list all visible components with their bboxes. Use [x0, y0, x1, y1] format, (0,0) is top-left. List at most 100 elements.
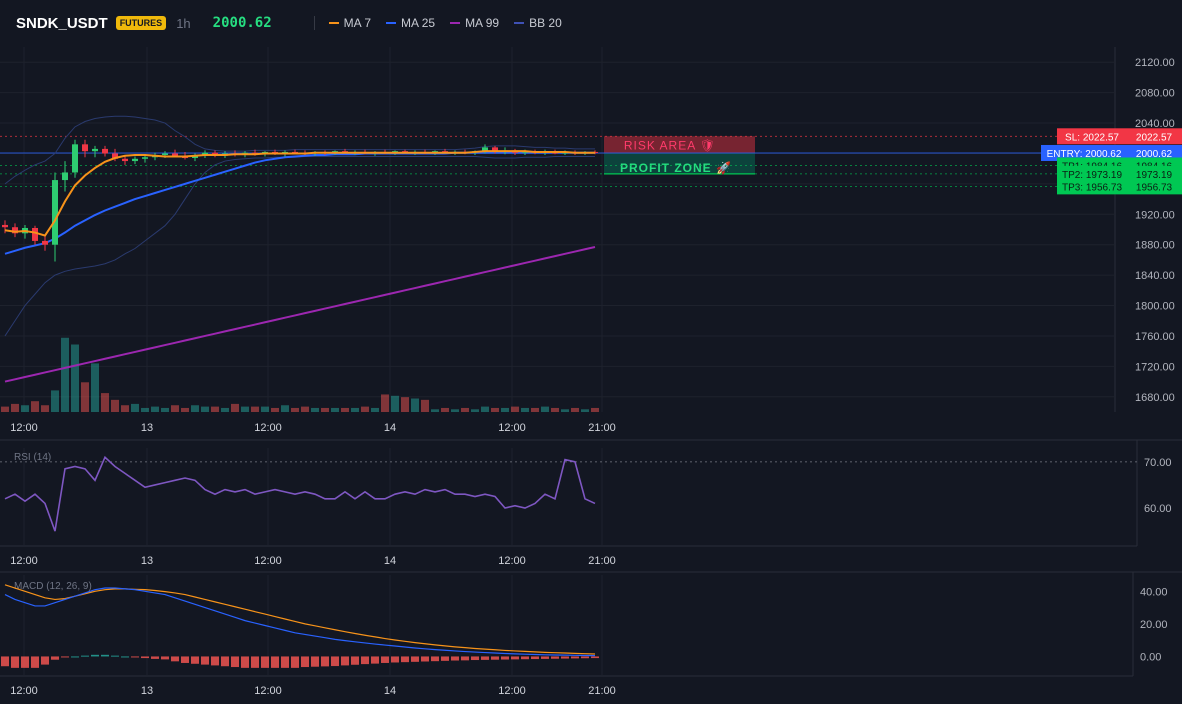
- ma25-line: [4, 151, 595, 255]
- macd-histogram-bar: [211, 656, 219, 666]
- macd-histogram-bar: [241, 656, 249, 668]
- macd-histogram-bar: [481, 656, 489, 660]
- macd-histogram-bar: [501, 656, 509, 660]
- macd-histogram-bar: [101, 654, 109, 657]
- volume-bar: [211, 406, 219, 412]
- candle-body: [172, 153, 178, 156]
- price-tick-label: 1880.00: [1135, 240, 1175, 252]
- macd-histogram-bar: [171, 656, 179, 662]
- legend-ma25[interactable]: MA 25: [386, 16, 435, 30]
- volume-bar: [51, 390, 59, 412]
- candle-body: [2, 224, 8, 228]
- macd-histogram-bar: [151, 656, 159, 659]
- ma99-line: [4, 246, 596, 383]
- volume-bar: [71, 344, 79, 412]
- time-tick-label: 12:00: [254, 555, 282, 567]
- macd-histogram-bar: [161, 656, 169, 660]
- volume-bar: [121, 405, 129, 412]
- price-tick-label: 1720.00: [1135, 361, 1175, 373]
- volume-bar: [541, 406, 549, 412]
- macd-histogram-bar: [341, 656, 349, 666]
- volume-bar: [391, 395, 399, 412]
- time-tick-label: 13: [141, 685, 153, 697]
- candle-body: [112, 153, 118, 159]
- ma25-swatch: [386, 22, 397, 24]
- volume-bar: [441, 407, 449, 412]
- volume-bar: [91, 363, 99, 412]
- candle-body: [142, 157, 148, 159]
- time-tick-label: 12:00: [10, 422, 38, 434]
- symbol-label[interactable]: SNDK_USDT: [16, 14, 108, 32]
- candle-body: [202, 152, 208, 155]
- price-tick-label: 1800.00: [1135, 301, 1175, 313]
- price-tick-label: 2120.00: [1135, 57, 1175, 69]
- volume-bar: [491, 407, 499, 412]
- macd-histogram-bar: [591, 656, 599, 659]
- level-price-tag: [1127, 144, 1182, 161]
- macd-histogram-bar: [61, 656, 69, 658]
- volume-bar: [411, 398, 419, 412]
- level-price-tag: [1127, 165, 1182, 182]
- legend-ma7-label: MA 7: [343, 16, 372, 30]
- time-tick-label: 14: [384, 685, 396, 697]
- rsi-tick-label: 60.00: [1144, 503, 1172, 515]
- level-tag-entry: [1041, 144, 1127, 161]
- price-tick-label: 2080.00: [1135, 88, 1175, 100]
- price-tick-label: 1920.00: [1135, 209, 1175, 221]
- legend-ma99[interactable]: MA 99: [450, 16, 499, 30]
- volume-bar: [171, 405, 179, 412]
- bb-upper-line: [4, 115, 595, 185]
- time-tick-label: 12:00: [498, 422, 526, 434]
- volume-bar: [231, 403, 239, 412]
- candle-body: [12, 227, 18, 234]
- price-tick-label: 2040.00: [1135, 118, 1175, 130]
- macd-histogram-bar: [271, 656, 279, 668]
- macd-histogram-bar: [1, 656, 9, 667]
- candle-body: [92, 148, 98, 152]
- macd-histogram-bar: [141, 656, 149, 659]
- volume-bar: [471, 409, 479, 412]
- macd-histogram-bar: [21, 656, 29, 668]
- macd-histogram-bar: [321, 656, 329, 667]
- ma99-swatch: [450, 22, 461, 24]
- volume-bar: [1, 406, 9, 412]
- volume-bar: [451, 409, 459, 412]
- price-tick-label: 1760.00: [1135, 331, 1175, 343]
- time-tick-label: 12:00: [254, 422, 282, 434]
- macd-histogram-bar: [311, 656, 319, 667]
- bb20-swatch: [514, 22, 525, 24]
- macd-histogram-bar: [411, 656, 419, 662]
- volume-bar: [461, 407, 469, 412]
- macd-histogram-bar: [361, 656, 369, 665]
- macd-histogram-bar: [551, 656, 559, 659]
- volume-bar: [321, 407, 329, 412]
- legend-ma25-label: MA 25: [401, 16, 436, 30]
- macd-histogram-bar: [371, 656, 379, 664]
- volume-bar: [431, 409, 439, 412]
- volume-bar: [571, 407, 579, 412]
- macd-histogram-bar: [351, 656, 359, 665]
- legend-ma7[interactable]: MA 7: [328, 16, 372, 30]
- risk-zone-label: RISK AREA 🛡: [624, 138, 716, 152]
- volume-bar: [311, 407, 319, 412]
- risk-zone: [604, 136, 755, 153]
- macd-histogram-bar: [91, 654, 99, 657]
- volume-bar: [561, 409, 569, 412]
- ma7-line: [4, 150, 595, 237]
- last-price: 2000.62: [212, 15, 272, 31]
- volume-bar: [251, 406, 259, 412]
- macd-histogram-bar: [121, 656, 129, 658]
- time-tick-label: 12:00: [498, 555, 526, 567]
- volume-bar: [241, 406, 249, 412]
- interval-label[interactable]: 1h: [176, 15, 191, 31]
- macd-histogram-bar: [431, 656, 439, 662]
- volume-bar: [331, 407, 339, 412]
- volume-bar: [101, 393, 109, 412]
- volume-bar: [501, 407, 509, 412]
- legend-bb20[interactable]: BB 20: [514, 16, 562, 30]
- volume-bar: [11, 403, 19, 412]
- level-tag-tp: [1057, 178, 1127, 195]
- macd-histogram-bar: [391, 656, 399, 663]
- profit-zone-label: PROFIT ZONE 🚀: [620, 161, 732, 175]
